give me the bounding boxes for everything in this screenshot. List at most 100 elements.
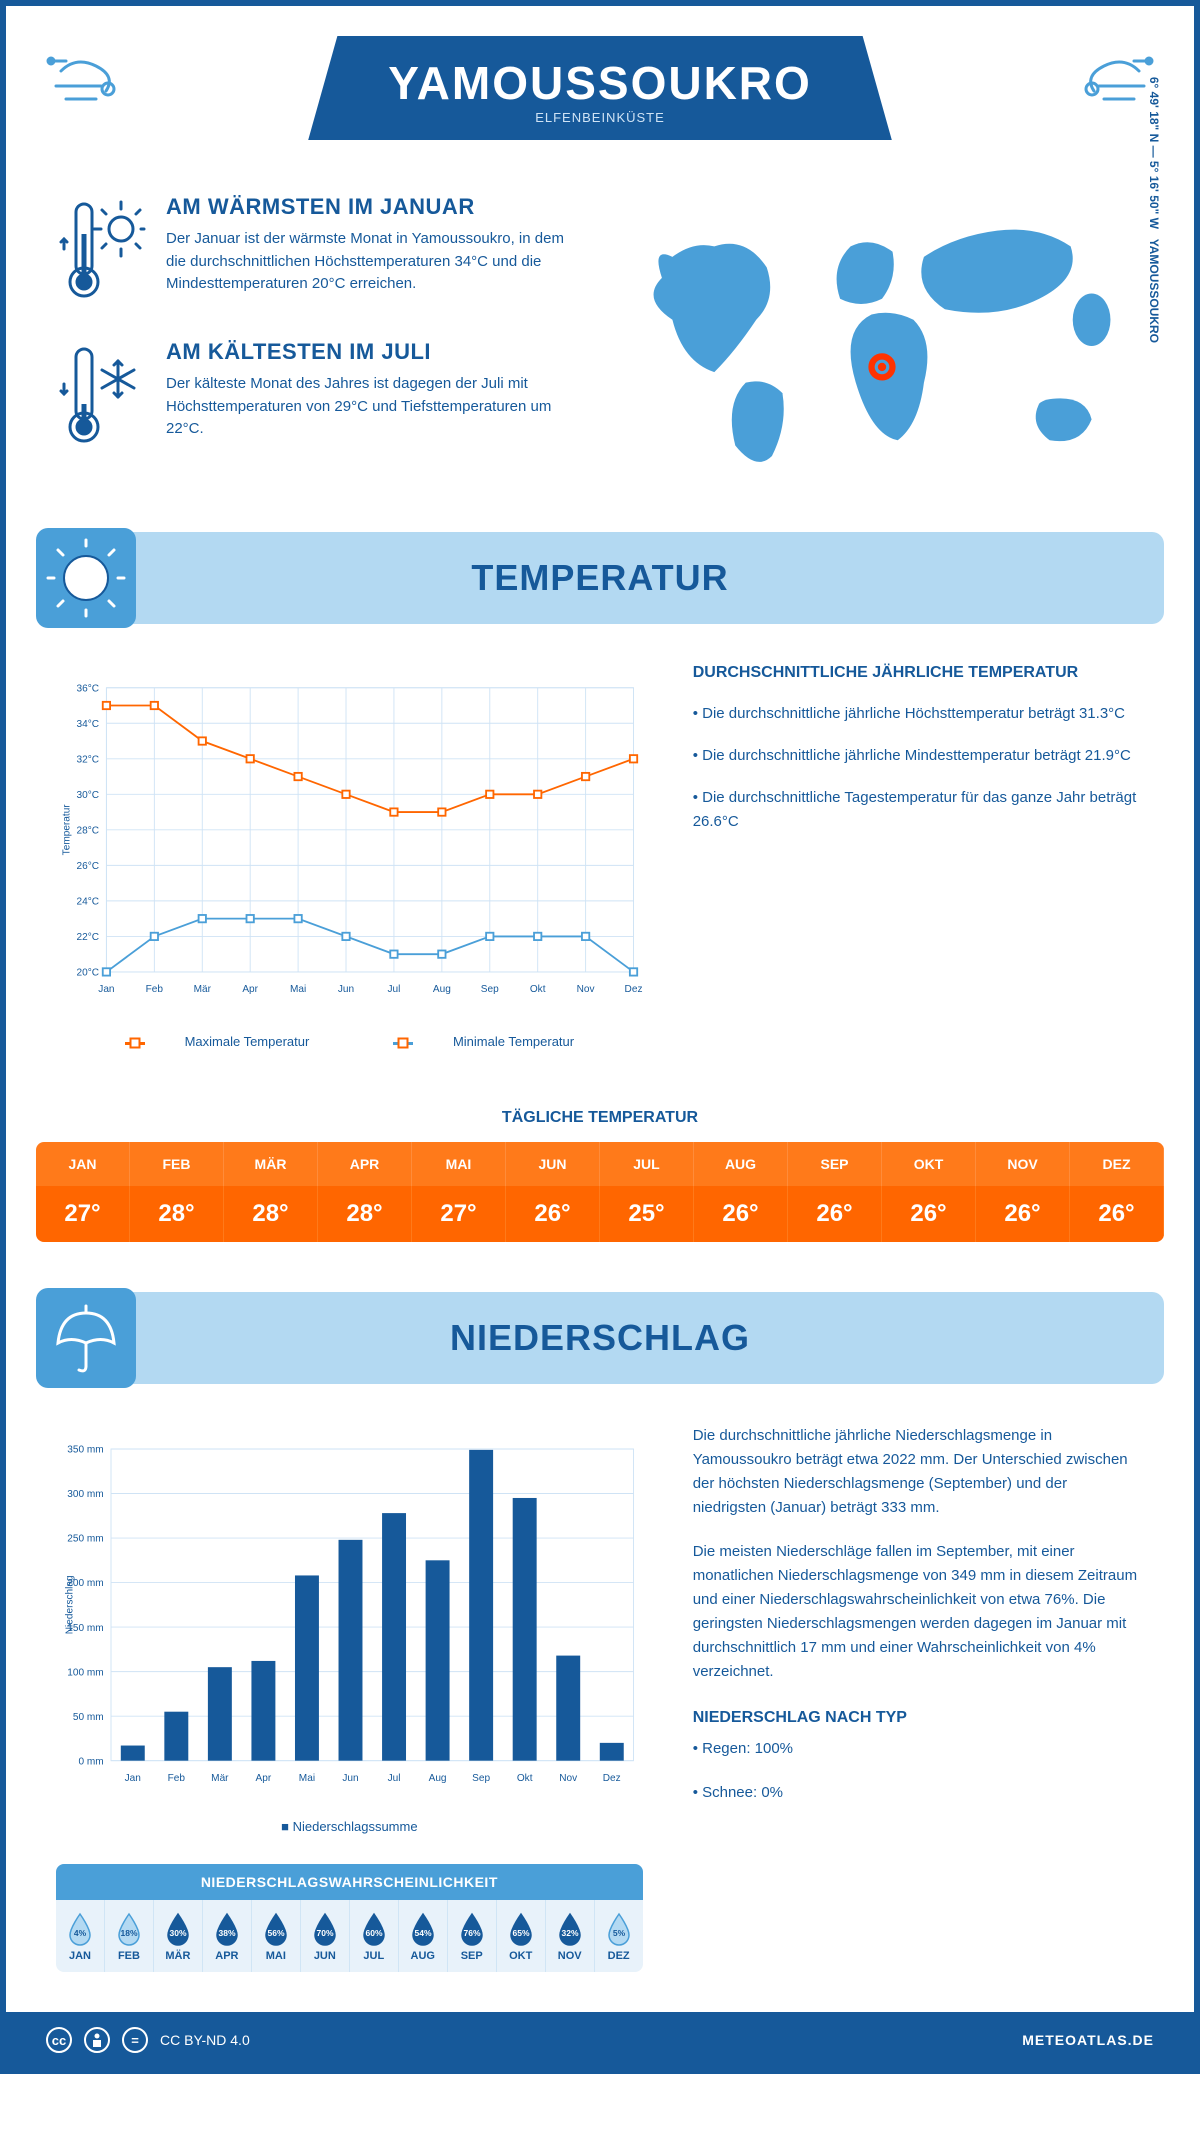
- month-header: NOV: [976, 1142, 1070, 1186]
- prob-month: AUG: [399, 1950, 447, 1962]
- wind-icon: [46, 41, 156, 126]
- thermometer-cold-icon: [56, 339, 146, 454]
- sun-icon: [36, 528, 136, 628]
- prob-cell: 76% SEP: [448, 1900, 497, 1972]
- precip-content: 0 mm50 mm100 mm150 mm200 mm250 mm300 mm3…: [6, 1384, 1194, 2012]
- prob-cell: 30% MÄR: [154, 1900, 203, 1972]
- svg-text:Mär: Mär: [194, 985, 212, 996]
- svg-text:32%: 32%: [561, 1928, 578, 1938]
- warmest-text: Der Januar ist der wärmste Monat in Yamo…: [166, 228, 580, 296]
- svg-text:30%: 30%: [169, 1928, 186, 1938]
- temp-value: 26°: [882, 1186, 976, 1242]
- coldest-fact: AM KÄLTESTEN IM JULI Der kälteste Monat …: [56, 339, 580, 454]
- license-block: cc = CC BY-ND 4.0: [46, 2027, 250, 2053]
- temp-chart-box: 20°C22°C24°C26°C28°C30°C32°C34°C36°CJanF…: [56, 664, 643, 1049]
- svg-text:4%: 4%: [74, 1928, 87, 1938]
- svg-text:350 mm: 350 mm: [67, 1445, 103, 1456]
- prob-month: JAN: [56, 1950, 104, 1962]
- svg-text:0 mm: 0 mm: [78, 1757, 103, 1768]
- site-name: METEOATLAS.DE: [1022, 2032, 1154, 2048]
- warmest-fact: AM WÄRMSTEN IM JANUAR Der Januar ist der…: [56, 194, 580, 309]
- svg-text:30°C: 30°C: [77, 790, 100, 801]
- month-header: OKT: [882, 1142, 976, 1186]
- drop-icon: 65%: [508, 1912, 534, 1946]
- infographic-container: YAMOUSSOUKRO ELFENBEINKÜSTE AM WÄRMSTEN …: [0, 0, 1200, 2074]
- svg-text:100 mm: 100 mm: [67, 1668, 103, 1679]
- svg-text:32°C: 32°C: [77, 755, 100, 766]
- drop-icon: 32%: [557, 1912, 583, 1946]
- coordinates-label: 6° 49' 18" N — 5° 16' 50" W YAMOUSSOUKRO: [1147, 77, 1161, 343]
- prob-cell: 5% DEZ: [595, 1900, 643, 1972]
- world-map-icon: [620, 194, 1144, 487]
- temp-section-header: TEMPERATUR: [36, 532, 1164, 624]
- temp-stats-heading: DURCHSCHNITTLICHE JÄHRLICHE TEMPERATUR: [693, 664, 1144, 682]
- svg-text:38%: 38%: [218, 1928, 235, 1938]
- prob-title: NIEDERSCHLAGSWAHRSCHEINLICHKEIT: [56, 1864, 643, 1900]
- month-header: AUG: [694, 1142, 788, 1186]
- temp-value: 28°: [318, 1186, 412, 1242]
- svg-text:Niederschlag: Niederschlag: [65, 1576, 76, 1635]
- svg-text:Mär: Mär: [211, 1773, 229, 1784]
- coldest-title: AM KÄLTESTEN IM JULI: [166, 339, 580, 365]
- svg-text:Apr: Apr: [242, 985, 258, 996]
- temp-stats: DURCHSCHNITTLICHE JÄHRLICHE TEMPERATUR •…: [693, 664, 1144, 1049]
- svg-text:18%: 18%: [120, 1928, 137, 1938]
- temp-value: 28°: [130, 1186, 224, 1242]
- svg-text:54%: 54%: [414, 1928, 431, 1938]
- prob-month: JUN: [301, 1950, 349, 1962]
- svg-text:Temperatur: Temperatur: [62, 804, 73, 856]
- thermometer-hot-icon: [56, 194, 146, 309]
- month-header: APR: [318, 1142, 412, 1186]
- temp-value: 26°: [1070, 1186, 1164, 1242]
- svg-text:65%: 65%: [512, 1928, 529, 1938]
- svg-text:Jul: Jul: [388, 1773, 401, 1784]
- svg-text:Mai: Mai: [290, 985, 306, 996]
- month-header: MAI: [412, 1142, 506, 1186]
- svg-text:56%: 56%: [267, 1928, 284, 1938]
- month-header: MÄR: [224, 1142, 318, 1186]
- precip-left: 0 mm50 mm100 mm150 mm200 mm250 mm300 mm3…: [56, 1424, 643, 1972]
- prob-cell: 38% APR: [203, 1900, 252, 1972]
- svg-text:5%: 5%: [612, 1928, 625, 1938]
- drop-icon: 5%: [606, 1912, 632, 1946]
- title-banner: YAMOUSSOUKRO ELFENBEINKÜSTE: [308, 36, 892, 140]
- month-header: JAN: [36, 1142, 130, 1186]
- temp-value: 27°: [36, 1186, 130, 1242]
- drop-icon: 18%: [116, 1912, 142, 1946]
- drop-icon: 54%: [410, 1912, 436, 1946]
- drop-icon: 4%: [67, 1912, 93, 1946]
- temp-value: 25°: [600, 1186, 694, 1242]
- daily-temp-title: TÄGLICHE TEMPERATUR: [6, 1109, 1194, 1127]
- temp-value: 26°: [788, 1186, 882, 1242]
- month-header: SEP: [788, 1142, 882, 1186]
- header: YAMOUSSOUKRO ELFENBEINKÜSTE: [6, 6, 1194, 164]
- wind-icon: [1044, 41, 1154, 126]
- svg-text:Sep: Sep: [481, 985, 499, 996]
- month-header: JUL: [600, 1142, 694, 1186]
- temp-title: TEMPERATUR: [36, 557, 1164, 599]
- svg-text:70%: 70%: [316, 1928, 333, 1938]
- prob-month: OKT: [497, 1950, 545, 1962]
- svg-text:Mai: Mai: [299, 1773, 315, 1784]
- prob-month: DEZ: [595, 1950, 643, 1962]
- drop-icon: 70%: [312, 1912, 338, 1946]
- svg-text:Nov: Nov: [559, 1773, 577, 1784]
- svg-text:28°C: 28°C: [77, 826, 100, 837]
- month-header: DEZ: [1070, 1142, 1164, 1186]
- svg-text:Dez: Dez: [603, 1773, 621, 1784]
- svg-text:24°C: 24°C: [77, 897, 100, 908]
- svg-text:60%: 60%: [365, 1928, 382, 1938]
- prob-cell: 65% OKT: [497, 1900, 546, 1972]
- svg-text:Nov: Nov: [577, 985, 595, 996]
- prob-month: MÄR: [154, 1950, 202, 1962]
- svg-text:76%: 76%: [463, 1928, 480, 1938]
- prob-cell: 18% FEB: [105, 1900, 154, 1972]
- prob-month: FEB: [105, 1950, 153, 1962]
- temp-content: 20°C22°C24°C26°C28°C30°C32°C34°C36°CJanF…: [6, 624, 1194, 1089]
- precip-para2: Die meisten Niederschläge fallen im Sept…: [693, 1540, 1144, 1684]
- svg-text:250 mm: 250 mm: [67, 1534, 103, 1545]
- svg-text:300 mm: 300 mm: [67, 1490, 103, 1501]
- month-header: FEB: [130, 1142, 224, 1186]
- svg-text:36°C: 36°C: [77, 684, 100, 695]
- prob-month: NOV: [546, 1950, 594, 1962]
